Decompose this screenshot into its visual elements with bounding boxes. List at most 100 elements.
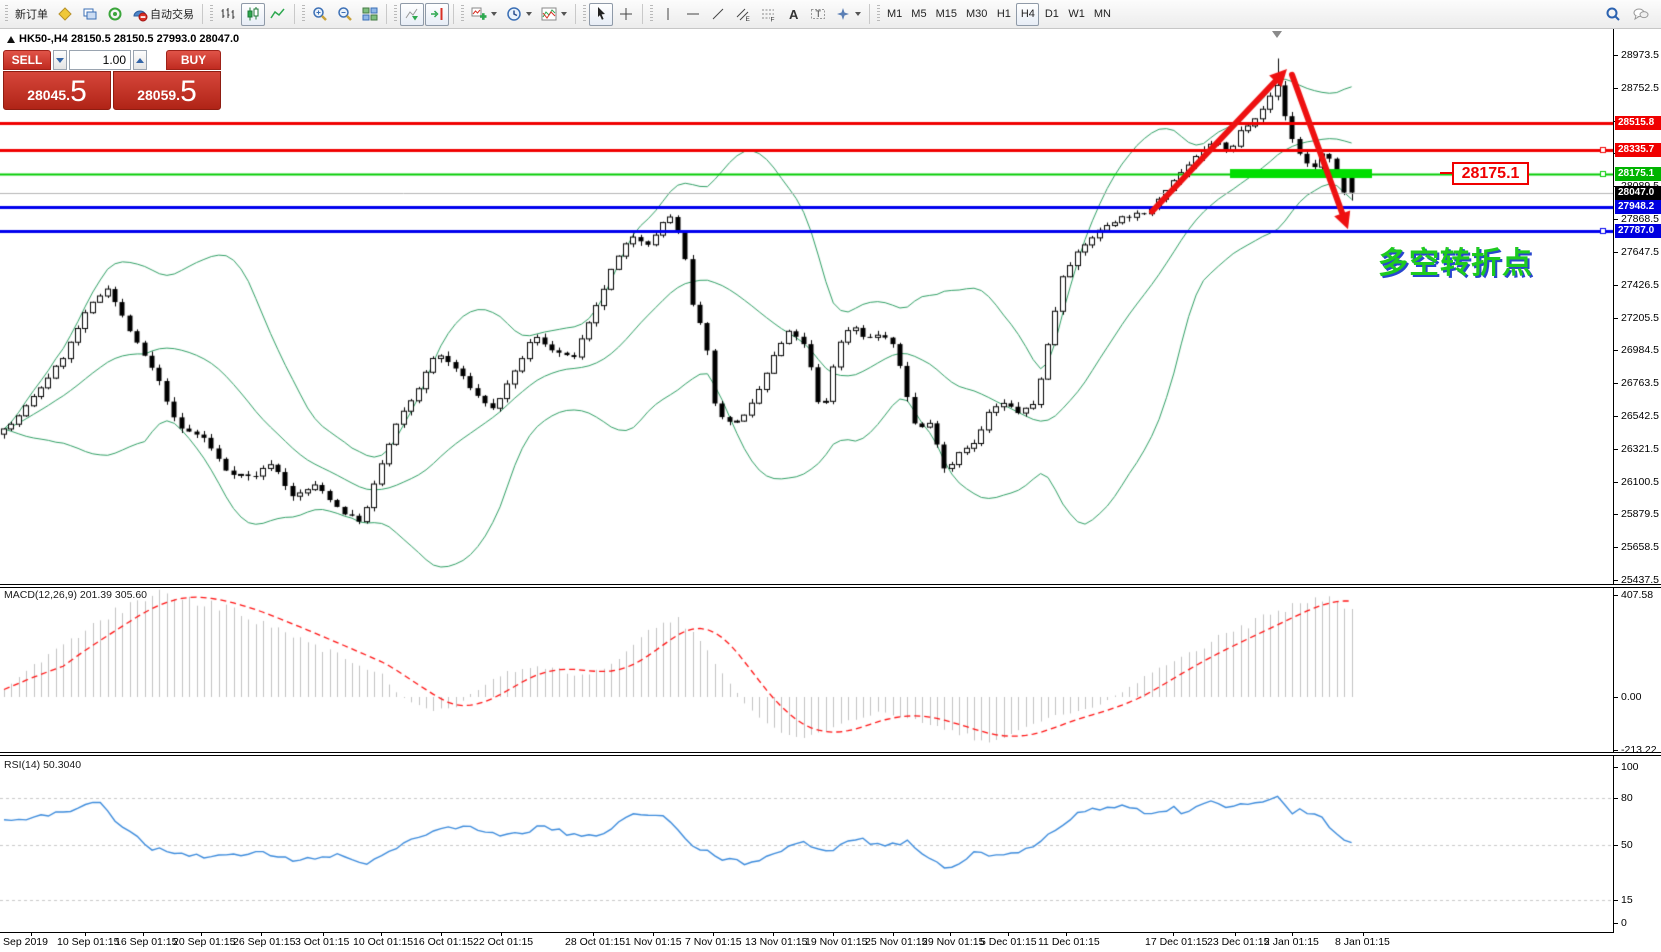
timeframe-m1-button[interactable]: M1 bbox=[883, 3, 906, 26]
pane-separator[interactable] bbox=[0, 584, 1661, 588]
y-axis-tick-mark bbox=[1614, 416, 1618, 417]
sell-price-display[interactable]: 28045. 5 bbox=[3, 71, 111, 110]
toolbar-separator bbox=[642, 4, 643, 24]
profiles-button[interactable] bbox=[502, 3, 536, 26]
y-axis-tick-mark bbox=[1614, 87, 1618, 89]
macd-indicator-canvas[interactable] bbox=[0, 588, 1614, 752]
vertical-line-button[interactable] bbox=[656, 3, 680, 26]
rsi-tick-label: 100 bbox=[1621, 761, 1639, 773]
rsi-tick-label: 0 bbox=[1621, 917, 1627, 929]
label-button[interactable]: T bbox=[806, 3, 830, 26]
svg-text:F: F bbox=[771, 17, 775, 23]
crosshair-icon bbox=[620, 8, 632, 20]
pane-separator[interactable] bbox=[0, 752, 1661, 756]
buy-price-dot: . bbox=[176, 87, 181, 103]
zoom-out-button[interactable] bbox=[333, 3, 357, 26]
search-button[interactable] bbox=[1601, 3, 1625, 26]
horizontal-line-button[interactable] bbox=[681, 3, 705, 26]
rsi-tick-mark bbox=[1614, 798, 1618, 800]
y-axis-tick-mark bbox=[1614, 383, 1618, 385]
timeframe-h1-button[interactable]: H1 bbox=[992, 3, 1015, 26]
toolbar-grip[interactable] bbox=[5, 5, 8, 23]
toolbar-grip[interactable] bbox=[877, 5, 880, 23]
timeframe-m5-button[interactable]: M5 bbox=[907, 3, 930, 26]
new-order-button[interactable]: 新订单 bbox=[11, 3, 52, 26]
chat-button[interactable] bbox=[1629, 3, 1653, 26]
x-axis-label: 19 Nov 01:15 bbox=[805, 936, 868, 948]
timeframe-h4-button[interactable]: H4 bbox=[1016, 2, 1040, 26]
x-axis-label: 22 Oct 01:15 bbox=[473, 936, 534, 948]
indicators-icon bbox=[541, 7, 557, 21]
cursor-button[interactable] bbox=[589, 2, 613, 26]
market-watch-button[interactable] bbox=[53, 3, 77, 26]
toolbar-grip[interactable] bbox=[394, 5, 397, 23]
timeframe-d1-button-label: D1 bbox=[1044, 8, 1059, 20]
main-chart-canvas[interactable] bbox=[0, 29, 1614, 584]
zoom-in-button[interactable] bbox=[308, 3, 332, 26]
rsi-tick-label: 15 bbox=[1621, 893, 1633, 906]
volume-decrease-button[interactable] bbox=[53, 50, 67, 70]
dropdown-arrow-icon bbox=[491, 12, 497, 16]
toolbar-grip[interactable] bbox=[583, 5, 586, 23]
x-axis-tick-mark bbox=[201, 933, 202, 936]
y-axis-tick-label: 26321.5 bbox=[1621, 442, 1659, 455]
price-level-badge: 28515.8 bbox=[1615, 115, 1661, 130]
line-chart-button[interactable] bbox=[266, 3, 290, 26]
toolbar-grip[interactable] bbox=[302, 5, 305, 23]
toolbar-grip[interactable] bbox=[461, 5, 464, 23]
x-axis-tick-mark bbox=[653, 933, 654, 936]
fibonacci-button[interactable]: F bbox=[756, 3, 780, 26]
arrows-button[interactable] bbox=[831, 3, 865, 26]
rsi-label: RSI(14) 50.3040 bbox=[4, 759, 82, 771]
svg-text:T: T bbox=[816, 9, 822, 19]
bar-chart-button[interactable] bbox=[216, 3, 240, 26]
price-callout-box[interactable]: 28175.1 bbox=[1452, 162, 1529, 185]
data-window-icon bbox=[108, 7, 122, 21]
auto-scroll-button[interactable] bbox=[400, 2, 424, 26]
x-axis-label: 23 Dec 01:15 bbox=[1207, 936, 1270, 948]
toolbar-grip[interactable] bbox=[210, 5, 213, 23]
navigator-button[interactable] bbox=[78, 3, 102, 26]
sell-price-main: 28045 bbox=[27, 87, 67, 103]
chart-shift-button[interactable] bbox=[425, 2, 449, 26]
buy-price-frac: 5 bbox=[180, 75, 197, 108]
new-chart-button[interactable] bbox=[467, 3, 501, 26]
candlestick-chart-button[interactable] bbox=[241, 2, 265, 26]
equidistant-channel-button[interactable]: E bbox=[731, 3, 755, 26]
x-axis-label: 17 Dec 01:15 bbox=[1145, 936, 1208, 948]
bar-chart-icon bbox=[221, 8, 235, 19]
buy-button[interactable]: BUY bbox=[166, 50, 221, 70]
text-button[interactable]: A bbox=[781, 3, 805, 26]
auto-trading-button[interactable]: 自动交易 bbox=[128, 3, 198, 26]
buy-price-display[interactable]: 28059. 5 bbox=[113, 71, 221, 110]
y-axis-tick-mark bbox=[1614, 448, 1618, 450]
sell-price-frac: 5 bbox=[70, 75, 87, 108]
volume-increase-button[interactable] bbox=[133, 50, 147, 70]
arrows-icon bbox=[837, 8, 849, 20]
indicators-button[interactable] bbox=[537, 3, 571, 26]
x-axis-tick-mark bbox=[1066, 933, 1067, 936]
chart-shift-marker-icon[interactable] bbox=[1272, 31, 1282, 38]
y-axis-tick-label: 26763.5 bbox=[1621, 377, 1659, 390]
svg-text:A: A bbox=[789, 7, 799, 22]
crosshair-button[interactable] bbox=[614, 3, 638, 26]
timeframe-m15-button[interactable]: M15 bbox=[932, 3, 961, 26]
timeframe-m5-button-label: M5 bbox=[911, 8, 927, 20]
volume-input[interactable] bbox=[69, 50, 131, 70]
x-axis-label: 8 Jan 01:15 bbox=[1335, 936, 1390, 948]
rsi-indicator-canvas[interactable] bbox=[0, 756, 1614, 933]
turning-point-annotation[interactable]: 多空转折点 bbox=[1378, 247, 1533, 280]
tile-windows-button[interactable] bbox=[358, 3, 382, 26]
timeframe-mn-button[interactable]: MN bbox=[1090, 3, 1115, 26]
data-window-button[interactable] bbox=[103, 3, 127, 26]
x-axis-tick-mark bbox=[1173, 933, 1174, 936]
trendline-button[interactable] bbox=[706, 3, 730, 26]
x-axis-label: 1 Nov 01:15 bbox=[625, 936, 682, 948]
timeframe-m30-button-label: M30 bbox=[965, 8, 988, 20]
sell-button[interactable]: SELL bbox=[3, 50, 51, 70]
timeframe-w1-button[interactable]: W1 bbox=[1064, 3, 1089, 26]
timeframe-m30-button[interactable]: M30 bbox=[962, 3, 991, 26]
timeframe-d1-button[interactable]: D1 bbox=[1040, 3, 1063, 26]
chevron-down-icon bbox=[56, 57, 64, 63]
toolbar-grip[interactable] bbox=[650, 5, 653, 23]
